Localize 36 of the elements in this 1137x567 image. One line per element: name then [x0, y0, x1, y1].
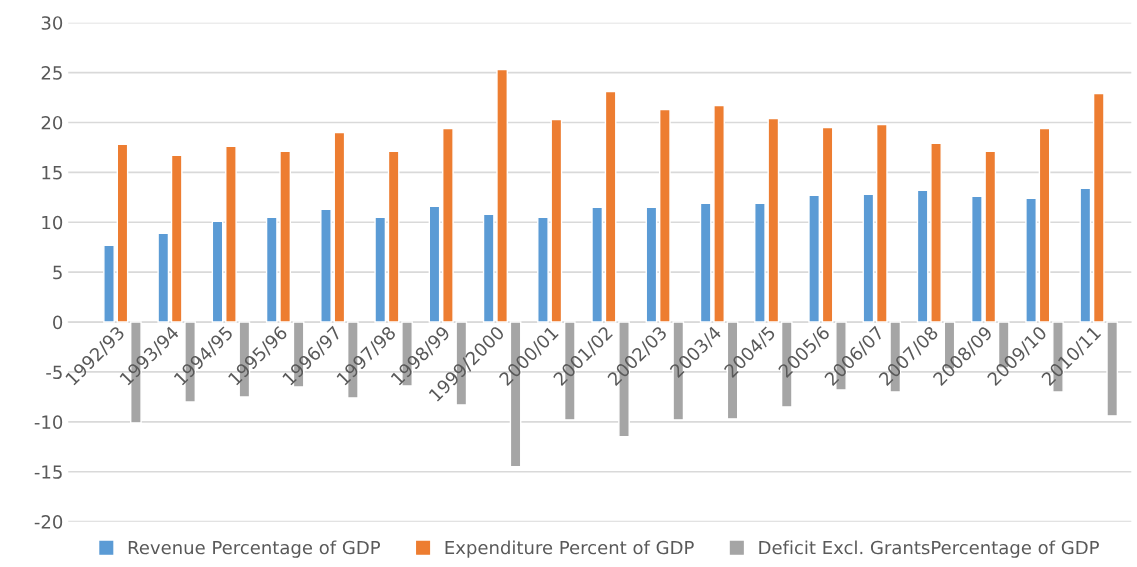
y-tick-label: 25: [41, 66, 62, 80]
y-tick-label: 30: [41, 16, 63, 30]
y-tick-label: 0: [53, 315, 63, 330]
bar: [320, 208, 332, 323]
y-tick-label: 20: [41, 115, 63, 130]
bar: [225, 145, 237, 323]
bar: [645, 206, 658, 323]
bar: [374, 216, 387, 323]
y-tick-label: -10: [34, 415, 63, 429]
y-tick-label: -5: [46, 365, 62, 380]
bar: [808, 194, 821, 323]
bar: [333, 131, 346, 323]
bar: [116, 143, 129, 323]
y-tick-label: 5: [53, 265, 62, 280]
y-tick-label: -15: [34, 465, 62, 479]
bar: [1038, 127, 1051, 323]
bar: [157, 232, 170, 323]
bar: [103, 244, 115, 323]
legend-label: Deficit Excl. GrantsPercentage of GDP: [759, 540, 1099, 558]
bar: [862, 193, 875, 323]
bar: [550, 118, 563, 323]
bar: [591, 206, 604, 323]
bar: [1079, 187, 1092, 323]
y-tick-label: 15: [42, 166, 62, 180]
bar: [1025, 197, 1037, 323]
bar: [428, 205, 441, 323]
legend-label: Revenue Percentage of GDP: [128, 540, 381, 558]
bar: [211, 220, 224, 323]
bar: [821, 126, 834, 323]
y-tick-label: -20: [34, 515, 63, 529]
legend-label: Expenditure Percent of GDP: [445, 540, 694, 558]
y-tick-label: 10: [42, 215, 63, 230]
bar: [604, 90, 617, 323]
bar: [930, 142, 942, 323]
bar: [916, 189, 929, 323]
bar: [537, 216, 549, 323]
